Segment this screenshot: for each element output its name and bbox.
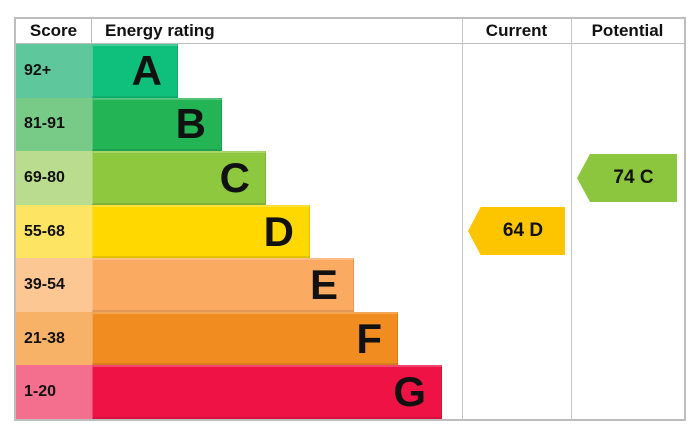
band-score-range: 81-91 [16, 97, 92, 152]
band-score-range: 69-80 [16, 151, 92, 205]
band-letter: C [219, 153, 250, 201]
band-bar-a: A [92, 44, 178, 98]
band-bar-g: G [92, 365, 442, 420]
band-row-e: 39-54 E [16, 258, 684, 312]
band-row-d: 55-68 D [16, 204, 684, 259]
band-letter: A [131, 46, 162, 94]
band-letter: D [263, 207, 294, 255]
current-column-divider [462, 19, 463, 419]
band-row-f: 21-38 F [16, 311, 684, 366]
band-bar-c: C [92, 151, 266, 205]
header-energy-rating: Energy rating [105, 21, 215, 40]
band-row-b: 81-91 B [16, 97, 684, 152]
band-score-range: 55-68 [16, 204, 92, 259]
header-potential: Potential [591, 21, 664, 40]
current-rating-label: 64 D [502, 220, 544, 241]
potential-rating-arrow: 74 C [577, 154, 677, 202]
band-score-range: 92+ [16, 44, 92, 98]
header-current: Current [485, 21, 548, 40]
potential-rating-label: 74 C [613, 167, 654, 188]
epc-table: Score Energy rating Current Potential 92… [14, 17, 686, 421]
band-letter: E [309, 261, 338, 309]
band-score-range: 21-38 [16, 311, 92, 366]
band-row-c: 69-80 C [16, 151, 684, 205]
band-row-a: 92+ A [16, 44, 684, 98]
band-bar-d: D [92, 204, 310, 259]
band-letter: B [175, 100, 206, 148]
band-letter: G [393, 368, 426, 416]
band-score-range: 1-20 [16, 365, 92, 420]
band-rows: 92+ A 81-91 B 69-80 C [16, 44, 684, 420]
table-header-row: Score Energy rating Current Potential [16, 19, 684, 44]
potential-column-divider [571, 19, 572, 419]
header-score: Score [16, 19, 92, 43]
band-bar-f: F [92, 311, 398, 366]
band-score-range: 39-54 [16, 258, 92, 312]
current-rating-arrow: 64 D [468, 207, 565, 255]
band-bar-e: E [92, 258, 354, 312]
band-bar-b: B [92, 97, 222, 152]
band-row-g: 1-20 G [16, 365, 684, 420]
band-letter: F [356, 314, 382, 362]
